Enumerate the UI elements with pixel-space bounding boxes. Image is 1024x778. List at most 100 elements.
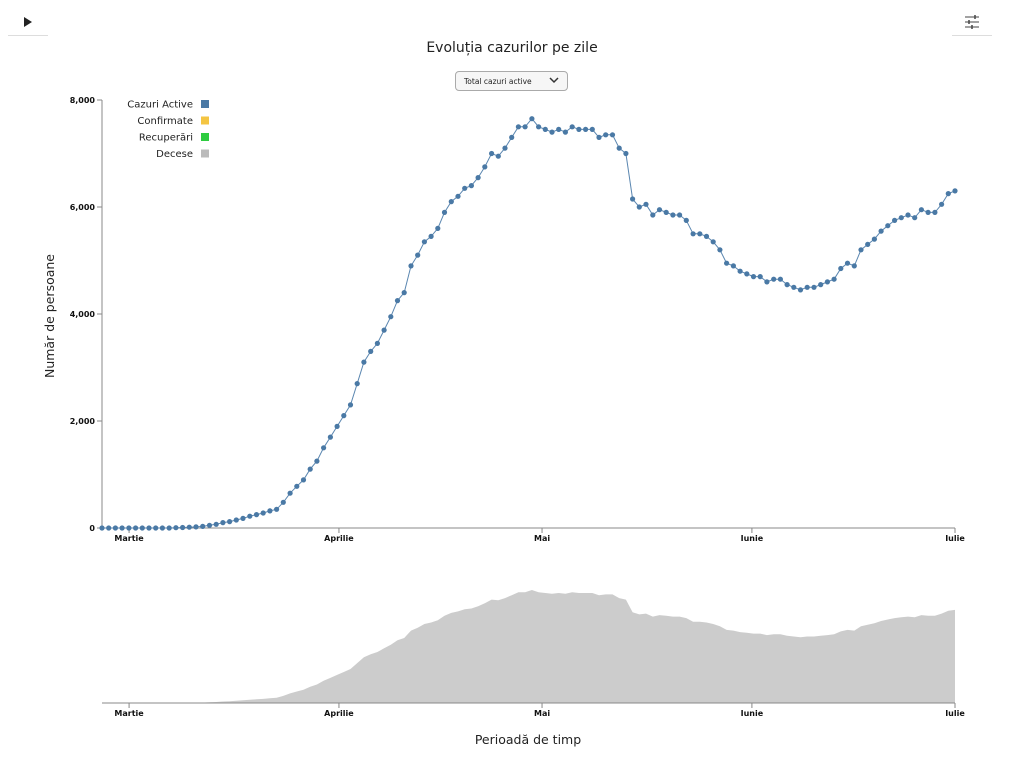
data-point[interactable] [280,499,286,505]
data-point[interactable] [475,175,481,181]
data-point[interactable] [784,282,790,288]
data-point[interactable] [415,252,421,258]
data-point[interactable] [697,231,703,237]
legend-swatch[interactable] [201,100,209,108]
data-point[interactable] [394,298,401,304]
data-point[interactable] [818,282,824,288]
data-point[interactable] [173,525,179,531]
data-point[interactable] [663,209,669,215]
data-point[interactable] [609,132,616,138]
data-point[interactable] [744,271,750,277]
legend-swatch[interactable] [201,116,209,125]
data-point[interactable] [468,183,474,189]
data-point[interactable] [878,228,884,234]
data-point[interactable] [482,164,488,170]
data-point[interactable] [327,434,333,440]
data-point[interactable] [750,274,757,280]
data-point[interactable] [536,124,542,130]
data-point[interactable] [314,458,320,464]
data-point[interactable] [133,525,139,531]
data-point[interactable] [300,477,307,483]
data-point[interactable] [650,212,656,218]
data-point[interactable] [811,284,817,290]
data-point[interactable] [851,263,857,269]
data-point[interactable] [952,188,958,194]
data-point[interactable] [106,525,112,531]
data-point[interactable] [603,132,609,138]
data-point[interactable] [737,268,743,274]
data-point[interactable] [381,327,387,333]
data-point[interactable] [932,209,938,215]
data-point[interactable] [905,212,911,218]
data-point[interactable] [515,124,522,130]
data-point[interactable] [186,524,192,530]
data-point[interactable] [677,212,683,218]
data-point[interactable] [791,284,797,290]
data-point[interactable] [441,209,448,215]
data-point[interactable] [233,517,239,523]
data-point[interactable] [193,524,199,530]
data-point[interactable] [797,287,804,293]
data-point[interactable] [703,233,710,239]
data-point[interactable] [529,116,535,122]
data-point[interactable] [939,201,945,207]
data-point[interactable] [724,260,730,266]
data-point[interactable] [368,348,374,354]
data-point[interactable] [885,223,891,229]
filter-settings-button[interactable] [952,8,992,36]
data-point[interactable] [462,185,468,191]
data-point[interactable] [569,124,575,130]
metric-select[interactable]: Total cazuri active [455,71,568,91]
data-point[interactable] [166,525,172,531]
data-point[interactable] [253,511,260,518]
data-point[interactable] [865,241,871,247]
data-point[interactable] [945,191,951,197]
data-point[interactable] [912,215,918,221]
data-point[interactable] [428,233,434,239]
data-point[interactable] [596,134,602,140]
brush-area[interactable] [102,590,955,703]
data-point[interactable] [542,126,548,132]
data-point[interactable] [831,276,837,282]
data-point[interactable] [307,466,313,472]
legend-swatch[interactable] [201,133,209,141]
data-point[interactable] [146,525,152,531]
data-point[interactable] [522,124,528,130]
legend-swatch[interactable] [201,149,209,158]
data-point[interactable] [401,290,407,296]
data-point[interactable] [871,236,878,242]
data-point[interactable] [616,145,622,151]
data-point[interactable] [388,314,394,320]
data-point[interactable] [683,217,689,223]
data-point[interactable] [804,284,810,290]
data-point[interactable] [838,265,844,272]
data-point[interactable] [227,519,233,525]
play-button[interactable] [8,8,48,36]
data-point[interactable] [361,359,367,365]
brush-overview[interactable]: Martie Aprilie Mai Iunie Iulie [102,590,965,718]
data-point[interactable] [260,510,266,516]
data-point[interactable] [408,263,414,269]
data-point[interactable] [730,263,737,269]
data-point[interactable] [764,279,770,285]
data-point[interactable] [892,217,898,223]
data-point[interactable] [213,521,219,527]
data-point[interactable] [509,134,515,140]
data-point[interactable] [341,413,347,419]
data-point[interactable] [670,212,676,218]
data-point[interactable] [495,153,501,159]
data-point[interactable] [334,423,340,429]
data-point[interactable] [489,150,495,157]
data-point[interactable] [267,508,273,514]
data-point[interactable] [777,276,784,282]
data-point[interactable] [925,209,931,215]
data-point[interactable] [435,225,441,231]
data-point[interactable] [180,524,186,531]
data-point[interactable] [643,201,649,207]
data-point[interactable] [898,215,904,221]
data-point[interactable] [287,490,293,496]
data-point[interactable] [623,150,629,157]
data-point[interactable] [844,260,851,266]
data-point[interactable] [159,525,165,531]
data-point[interactable] [374,340,380,346]
